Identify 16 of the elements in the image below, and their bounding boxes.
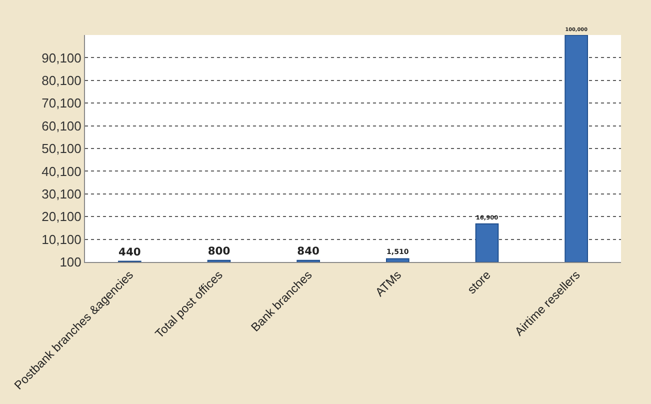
y-tick-label: 40,100 [42, 164, 82, 179]
bar [386, 258, 410, 262]
y-tick-label: 100 [60, 254, 82, 270]
data-label: 800 [208, 244, 230, 258]
y-tick-label: 80,100 [42, 72, 82, 88]
bar [564, 35, 588, 262]
y-tick-label: 70,100 [42, 96, 82, 111]
y-tick-label: 50,100 [42, 141, 82, 156]
data-label: 840 [297, 244, 320, 258]
y-tick-label: 10,100 [42, 232, 82, 247]
y-tick-label: 60,100 [42, 118, 82, 134]
y-tick-label: 90,100 [42, 50, 82, 66]
y-tick-label: 20,100 [42, 209, 82, 224]
data-label: 440 [118, 246, 141, 259]
bar [475, 223, 499, 262]
y-tick-label: 30,100 [42, 186, 82, 202]
